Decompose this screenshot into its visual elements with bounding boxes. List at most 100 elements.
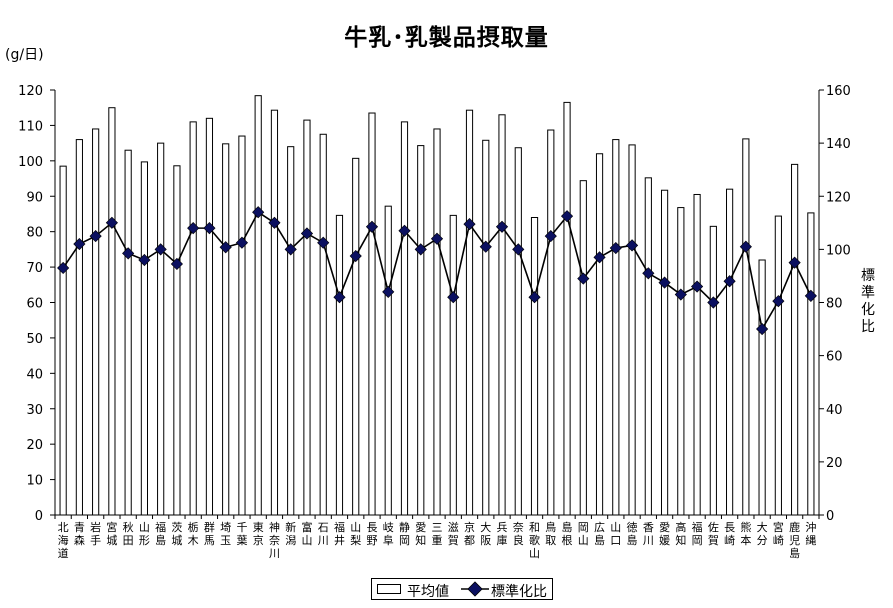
category-label: 千葉 [236,521,247,547]
category-label: 長野 [366,521,377,547]
bar [742,138,750,516]
tick-labels: 0 10 20 30 40 50 60 70 80 90 100 110 120 0 20 40 60 80 100… [18,84,851,524]
bar [417,145,425,516]
bar [595,153,604,516]
line-marker [300,227,314,240]
bar [222,143,230,516]
right-tick-label: 60 [826,350,843,365]
category-label: 和歌山 [529,521,540,560]
category-label: 宮崎 [773,520,784,547]
category-label: 福岡 [692,520,703,547]
line-marker [398,224,411,237]
category-label: 兵庫 [497,521,508,547]
line-marker [691,280,704,293]
bar [433,128,441,516]
line-marker [268,216,281,229]
bar [270,109,279,516]
line-marker [414,243,427,256]
category-label: 高知 [675,520,686,547]
bar [254,95,262,516]
line-marker [203,222,216,235]
line-marker [73,237,86,251]
bar [108,107,116,516]
bar [352,157,360,516]
bar [173,165,181,516]
bar [677,207,685,516]
category-label: 長崎 [724,521,735,547]
bar [59,165,67,516]
category-label: 新潟 [285,520,296,547]
bar [693,193,701,516]
bar [157,142,165,516]
bar [579,180,587,516]
line-marker [57,261,70,275]
left-tick-label: 110 [18,119,43,134]
right-tick-label: 140 [826,137,851,152]
line-marker [772,295,785,308]
legend-label-ratio: 標準化比 [491,584,547,600]
bar [726,188,734,516]
category-label: 鳥取 [545,520,556,547]
line-marker [447,291,460,304]
left-tick-label: 10 [26,474,43,489]
line-marker [512,243,525,256]
category-label: 鹿児島 [789,520,800,560]
line-marker [577,272,590,285]
line-marker [804,289,817,302]
line-marker [642,267,655,280]
line-marker [593,251,606,264]
line-marker [122,247,135,260]
bar [75,139,83,516]
bar [287,146,295,516]
bar [205,117,214,516]
bar [791,163,799,516]
line-marker [560,210,574,223]
bar [547,129,555,516]
line-marker [609,241,622,255]
bar [709,225,717,516]
category-label: 島根 [562,520,573,547]
right-tick-label: 80 [826,297,843,312]
category-label: 奈良 [513,520,524,547]
bar [449,214,457,516]
category-label: 宮城 [106,520,117,547]
category-label: 香川 [643,521,654,547]
category-label: 徳島 [627,521,638,547]
bar [238,135,246,516]
line-marker [739,240,752,253]
bar [644,177,652,516]
line-marker [723,275,736,288]
line-marker [625,239,639,252]
category-label: 静岡 [399,520,410,547]
category-label: 茨城 [171,520,182,547]
category-label: 埼玉 [220,520,231,547]
category-label: 富山 [301,520,312,547]
bar [319,133,327,516]
category-label: 滋賀 [448,521,459,547]
bar [498,114,506,516]
bar [140,161,149,516]
legend-line-swatch [461,581,489,597]
category-label: 秋田 [123,520,134,547]
line-marker [154,243,167,256]
category-label: 三重 [432,521,443,547]
line-marker [479,240,492,253]
bar-series [59,95,815,516]
left-tick-label: 90 [26,190,43,205]
bar [628,144,636,516]
legend-bar-swatch [377,584,401,594]
left-tick-label: 100 [18,155,43,170]
line-marker [187,222,200,235]
left-tick-label: 20 [26,438,43,453]
category-label: 石川 [318,521,329,547]
bar [660,189,669,516]
bar [758,259,766,516]
line-marker [365,220,379,233]
left-tick-label: 30 [26,403,43,418]
right-tick-label: 120 [826,190,851,205]
category-label: 山口 [610,521,621,547]
line-marker [105,216,118,229]
line-marker [235,236,249,249]
line-series [57,206,817,336]
right-tick-label: 40 [826,403,843,418]
